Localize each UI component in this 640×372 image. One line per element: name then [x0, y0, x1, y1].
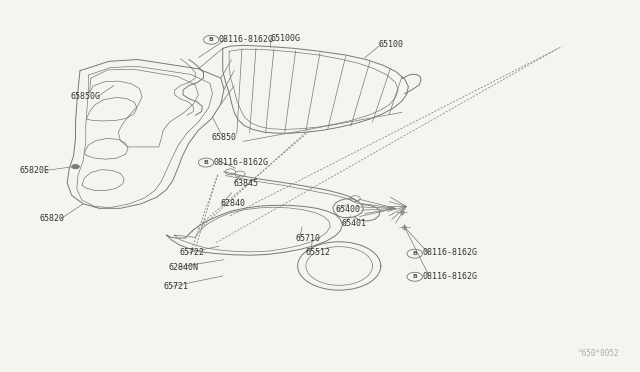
Text: 65512: 65512 [306, 248, 331, 257]
Text: ^650*0052: ^650*0052 [578, 349, 620, 358]
Text: 65722: 65722 [179, 248, 204, 257]
Text: 65850: 65850 [211, 133, 236, 142]
Text: 65401: 65401 [342, 219, 367, 228]
Text: B: B [204, 160, 209, 165]
Text: 65100G: 65100G [270, 34, 300, 43]
Text: 62840N: 62840N [169, 263, 199, 272]
Text: 08116-8162G: 08116-8162G [422, 248, 477, 257]
Text: 65710: 65710 [296, 234, 321, 243]
Text: 65820E: 65820E [19, 166, 49, 175]
Text: 65820: 65820 [40, 214, 65, 223]
Text: 08116-8162G: 08116-8162G [422, 272, 477, 280]
Text: B: B [412, 251, 417, 256]
Text: 65400: 65400 [336, 205, 361, 214]
Text: 65721: 65721 [164, 282, 189, 291]
Text: 08116-8162G: 08116-8162G [219, 35, 274, 44]
Text: 08116-8162G: 08116-8162G [213, 158, 268, 167]
Text: 63845: 63845 [234, 179, 259, 187]
Text: 65850G: 65850G [70, 92, 100, 101]
Text: 62840: 62840 [221, 199, 246, 208]
Text: 65100: 65100 [379, 40, 404, 49]
Circle shape [72, 164, 79, 169]
Text: B: B [209, 37, 214, 42]
Text: B: B [412, 274, 417, 279]
